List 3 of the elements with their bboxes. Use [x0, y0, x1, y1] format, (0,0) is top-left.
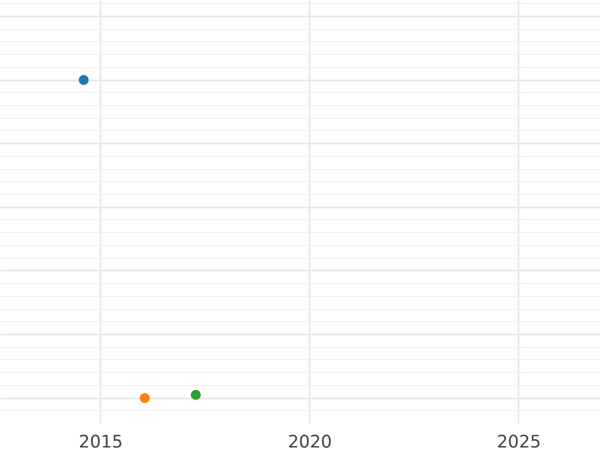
x-tick-label: 2020 — [288, 432, 332, 450]
x-tick-label: 2015 — [78, 432, 123, 450]
x-tick-label: 2025 — [496, 432, 542, 450]
